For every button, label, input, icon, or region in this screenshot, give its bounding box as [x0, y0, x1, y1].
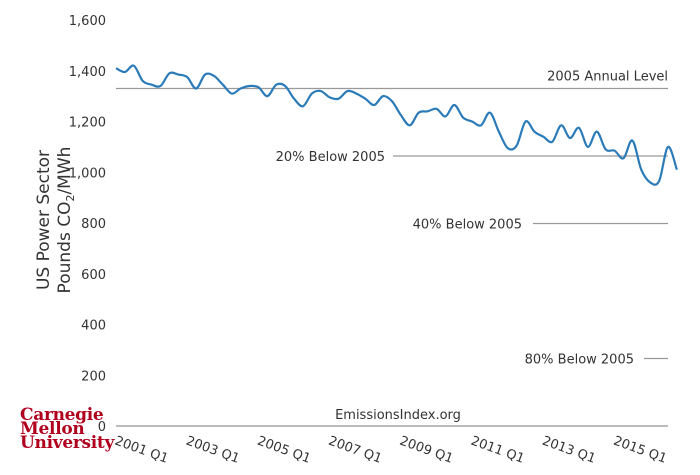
y-axis-label-line1: US Power Sector	[34, 150, 54, 290]
x-tick-label: 2001 Q1	[113, 434, 171, 467]
x-tick-label: 2005 Q1	[255, 434, 313, 467]
y-tick-label: 1,600	[69, 14, 106, 29]
x-tick-label: 2009 Q1	[398, 434, 456, 467]
x-tick-label: 2007 Q1	[326, 434, 384, 467]
series-lines	[115, 64, 678, 186]
y-tick-label: 1,400	[69, 65, 106, 80]
reference-line-label: 2005 Annual Level	[547, 70, 668, 85]
x-tick-label: 2011 Q1	[469, 434, 527, 467]
source-label: EmissionsIndex.org	[335, 408, 461, 423]
y-tick-label: 1,200	[69, 116, 106, 131]
reference-lines: 2005 Annual Level 20% Below 2005 40% Below…	[116, 70, 668, 368]
x-tick-label: 2013 Q1	[540, 434, 598, 467]
series-line	[115, 64, 678, 186]
x-tick-label: 2015 Q1	[611, 434, 669, 467]
university-logo: Carnegie Mellon University	[20, 405, 120, 453]
reference-line-label: 20% Below 2005	[276, 150, 385, 165]
logo-line-2: Mellon	[20, 419, 85, 439]
y-tick-label: 400	[81, 319, 106, 334]
y-tick-label: 0	[98, 420, 106, 435]
y-axis-label-line2: Pounds CO2/MWh	[55, 147, 77, 294]
y-axis-tick-labels: 0 200 400 600 800 1,000 1,200 1,400 1,600	[69, 14, 106, 435]
y-tick-label: 200	[81, 369, 106, 384]
logo-line-3: University	[20, 433, 115, 453]
x-tick-label: 2003 Q1	[184, 434, 242, 467]
y-tick-label: 1,000	[69, 166, 106, 181]
y-tick-label: 800	[81, 217, 106, 232]
y-tick-label: 600	[81, 268, 106, 283]
logo-line-1: Carnegie	[20, 405, 104, 425]
reference-line-label: 80% Below 2005	[525, 353, 634, 368]
reference-line-label: 40% Below 2005	[413, 218, 522, 233]
x-axis: 2001 Q1 2003 Q1 2005 Q1 2007 Q1 2009 Q1 2011 …	[113, 425, 669, 467]
